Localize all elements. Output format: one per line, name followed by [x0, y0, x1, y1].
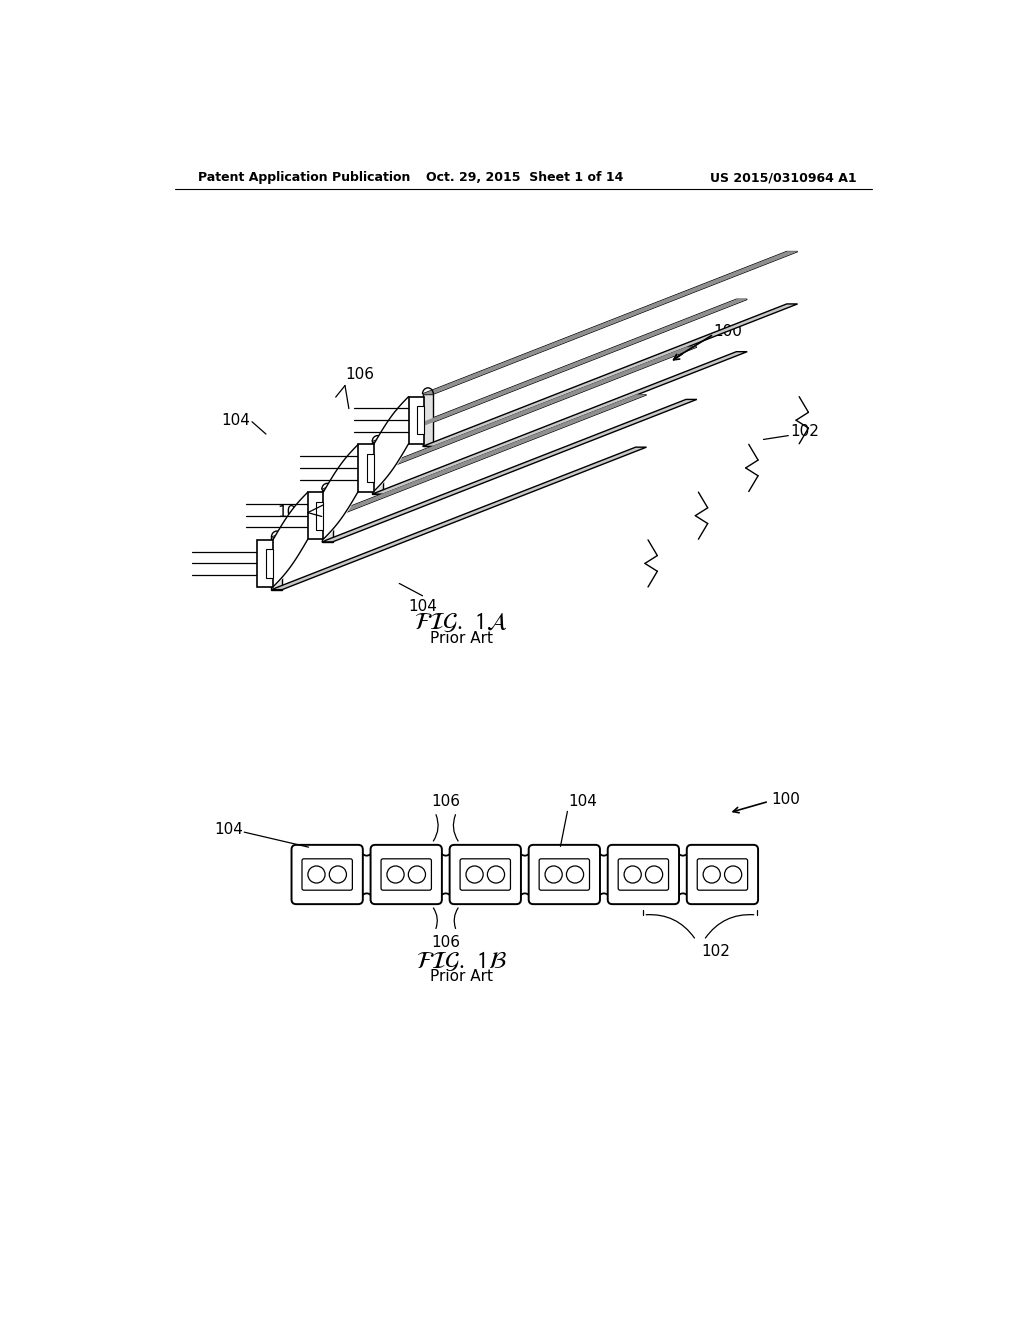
Text: 104: 104	[221, 413, 251, 428]
Circle shape	[566, 866, 584, 883]
FancyBboxPatch shape	[528, 845, 600, 904]
Polygon shape	[372, 351, 748, 494]
Polygon shape	[322, 347, 697, 490]
Circle shape	[409, 866, 426, 883]
Text: 106: 106	[345, 367, 374, 381]
Text: 104: 104	[214, 822, 243, 837]
Circle shape	[466, 866, 483, 883]
Polygon shape	[423, 304, 798, 446]
Text: 104: 104	[408, 599, 437, 614]
FancyBboxPatch shape	[460, 859, 510, 890]
FancyBboxPatch shape	[607, 845, 679, 904]
Polygon shape	[423, 395, 433, 446]
Circle shape	[703, 866, 720, 883]
FancyBboxPatch shape	[618, 859, 669, 890]
Polygon shape	[423, 252, 798, 395]
Text: 100: 100	[713, 325, 742, 339]
Text: 102: 102	[791, 424, 819, 440]
Polygon shape	[367, 454, 374, 482]
Polygon shape	[409, 396, 424, 444]
Text: 102: 102	[701, 944, 730, 960]
Text: $\mathcal{FIG.}$ $\mathcal{1B}$: $\mathcal{FIG.}$ $\mathcal{1B}$	[416, 949, 507, 973]
FancyBboxPatch shape	[697, 859, 748, 890]
FancyBboxPatch shape	[381, 859, 431, 890]
Polygon shape	[358, 445, 374, 491]
Text: US 2015/0310964 A1: US 2015/0310964 A1	[710, 172, 856, 185]
Text: Prior Art: Prior Art	[430, 631, 493, 645]
Circle shape	[308, 866, 325, 883]
FancyBboxPatch shape	[540, 859, 590, 890]
Text: 106: 106	[278, 506, 306, 520]
Circle shape	[645, 866, 663, 883]
Text: $\mathcal{FIG.}$ $\mathcal{1A}$: $\mathcal{FIG.}$ $\mathcal{1A}$	[415, 610, 508, 634]
Polygon shape	[308, 492, 324, 540]
Polygon shape	[316, 502, 324, 529]
Circle shape	[330, 866, 346, 883]
Polygon shape	[322, 490, 333, 543]
Text: Oct. 29, 2015  Sheet 1 of 14: Oct. 29, 2015 Sheet 1 of 14	[426, 172, 624, 185]
Polygon shape	[372, 300, 748, 442]
Circle shape	[725, 866, 741, 883]
Circle shape	[387, 866, 404, 883]
Circle shape	[545, 866, 562, 883]
FancyBboxPatch shape	[371, 845, 442, 904]
Polygon shape	[271, 537, 283, 590]
FancyBboxPatch shape	[687, 845, 758, 904]
FancyBboxPatch shape	[292, 845, 362, 904]
Text: Patent Application Publication: Patent Application Publication	[198, 172, 411, 185]
Polygon shape	[417, 407, 424, 434]
Polygon shape	[266, 549, 273, 578]
Polygon shape	[271, 447, 646, 590]
Text: 106: 106	[431, 795, 460, 809]
Text: 100: 100	[771, 792, 800, 808]
FancyBboxPatch shape	[450, 845, 521, 904]
Circle shape	[487, 866, 505, 883]
Polygon shape	[372, 442, 383, 494]
Circle shape	[624, 866, 641, 883]
Text: 104: 104	[568, 795, 597, 809]
Text: 106: 106	[431, 935, 460, 950]
FancyBboxPatch shape	[302, 859, 352, 890]
Polygon shape	[322, 400, 697, 543]
Polygon shape	[271, 395, 646, 537]
Polygon shape	[257, 540, 273, 587]
Text: Prior Art: Prior Art	[430, 969, 493, 985]
